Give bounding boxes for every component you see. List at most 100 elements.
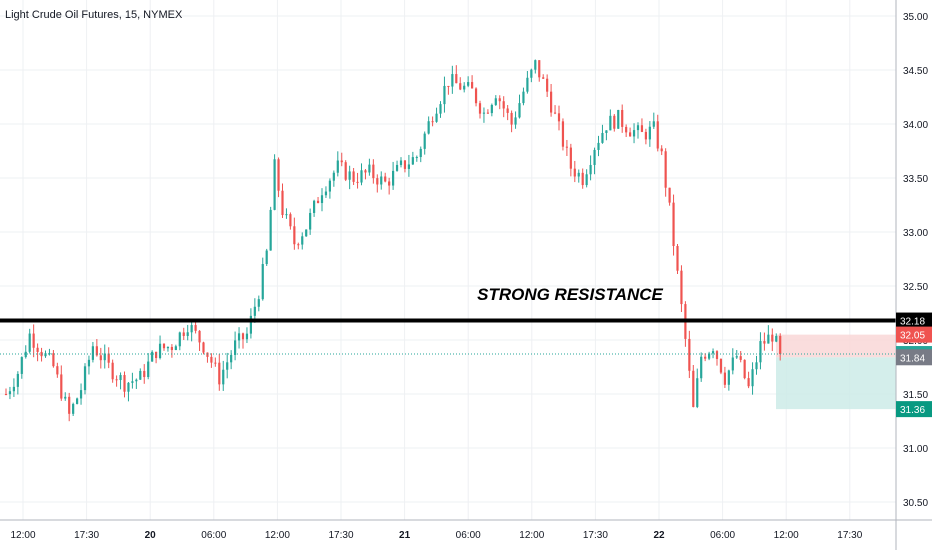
x-tick-label: 12:00: [519, 530, 544, 541]
candle-body: [392, 170, 395, 186]
candle-body: [490, 104, 493, 114]
candle-body: [652, 121, 655, 127]
candle-body: [403, 160, 407, 169]
take-profit-zone: [776, 357, 896, 410]
candle-body: [664, 151, 667, 188]
candle-body: [688, 338, 691, 371]
candle-body: [273, 159, 276, 210]
candle-body: [471, 82, 474, 89]
x-tick-label: 21: [399, 530, 411, 541]
candle-body: [534, 60, 537, 70]
candle-body: [324, 191, 328, 196]
candle-body: [131, 381, 134, 383]
x-tick-label: 06:00: [201, 530, 226, 541]
candle-body: [478, 103, 482, 114]
candle-body: [751, 369, 754, 387]
candle-body: [372, 164, 375, 179]
candle-body: [573, 168, 576, 177]
x-tick-label: 06:00: [710, 530, 735, 541]
y-tick-label: 34.00: [903, 120, 928, 131]
candle-body: [277, 159, 280, 191]
candle-body: [632, 130, 636, 137]
candle-body: [621, 109, 624, 127]
overlay-layer: [0, 318, 896, 355]
candle-body: [727, 370, 730, 385]
candle-body: [498, 98, 501, 102]
candle-body: [36, 347, 39, 352]
candle-body: [269, 209, 272, 251]
x-tick-label: 17:30: [837, 530, 862, 541]
candle-body: [384, 176, 387, 182]
position-zone-layer: [776, 334, 896, 410]
candle-body: [463, 85, 466, 90]
candle-body: [502, 101, 505, 109]
candle-body: [656, 121, 659, 149]
candle-body: [700, 356, 703, 379]
candle-body: [16, 373, 19, 387]
candle-body: [76, 398, 79, 404]
candle-body: [198, 330, 201, 343]
candle-body: [676, 246, 679, 271]
candle-body: [352, 171, 355, 182]
candle-body: [443, 85, 446, 105]
candle-body: [135, 379, 138, 382]
price-badge-label: 32.18: [900, 317, 925, 328]
candle-body: [439, 104, 442, 114]
candle-body: [281, 190, 284, 216]
candle-body: [360, 170, 363, 183]
candle-body: [557, 113, 561, 122]
candle-body: [210, 356, 213, 363]
y-tick-label: 31.00: [903, 444, 928, 455]
price-badge: [896, 326, 932, 343]
candle-body: [245, 333, 249, 340]
candle-body: [739, 356, 742, 360]
candle-body: [514, 117, 517, 125]
candle-body: [32, 333, 35, 348]
candle-body: [451, 74, 454, 87]
x-tick-label: 12:00: [10, 530, 35, 541]
candle-body: [230, 354, 233, 363]
candle-body: [72, 403, 75, 414]
chart-title: Light Crude Oil Futures, 15, NYMEX: [5, 9, 183, 21]
candle-body: [234, 340, 237, 355]
candle-body: [56, 366, 59, 375]
candle-body: [723, 372, 726, 385]
candle-body: [518, 103, 521, 118]
candle-body: [28, 333, 31, 352]
candle-body: [755, 362, 758, 370]
candle-body: [747, 378, 750, 387]
candle-body: [95, 346, 98, 356]
x-tick-label: 12:00: [265, 530, 290, 541]
candle-body: [340, 160, 343, 163]
candle-body: [364, 170, 367, 173]
candle-body: [767, 334, 770, 344]
candle-body: [261, 264, 264, 300]
candle-body: [771, 334, 774, 342]
candle-body: [467, 82, 470, 86]
y-tick-label: 30.50: [903, 498, 928, 509]
candle-body: [779, 335, 782, 355]
candle-body: [395, 164, 399, 171]
candle-body: [115, 379, 118, 381]
candle-body: [415, 157, 418, 159]
candle-body: [581, 172, 584, 186]
y-tick-label: 33.00: [903, 228, 928, 239]
candle-body: [569, 147, 572, 169]
candle-body: [648, 126, 651, 140]
candle-body: [506, 108, 509, 113]
x-tick-label: 17:30: [583, 530, 608, 541]
candle-body: [119, 375, 122, 381]
candle-body: [127, 382, 130, 392]
candle-body: [297, 244, 300, 246]
candle-body: [522, 91, 525, 104]
candle-body: [226, 362, 229, 370]
candle-body: [546, 78, 549, 92]
y-tick-label: 34.50: [903, 66, 928, 77]
candle-body: [214, 362, 217, 364]
candle-body: [530, 69, 533, 78]
candle-body: [64, 396, 67, 399]
candle-body: [407, 164, 410, 169]
candle-body: [510, 112, 513, 125]
candle-body: [103, 353, 106, 361]
candle-body: [672, 202, 675, 247]
